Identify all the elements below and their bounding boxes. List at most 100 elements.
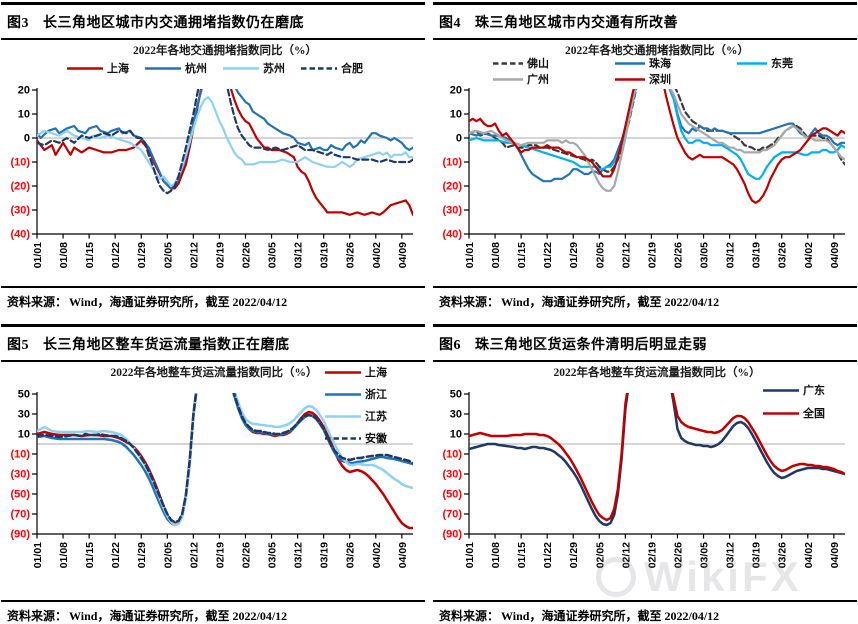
y-tick-label: 50 (450, 389, 462, 401)
x-tick-label: 02/19 (214, 242, 226, 268)
y-tick-label: (70) (10, 509, 30, 521)
series-line-suzhou (37, 96, 413, 188)
x-tick-label: 02/12 (620, 542, 632, 568)
x-tick-label: 02/05 (162, 242, 174, 268)
legend-item-shanghai: 上海 (67, 61, 129, 75)
legend-label-guangzhou: 广州 (527, 72, 549, 86)
x-tick-label: 03/05 (267, 542, 279, 568)
chart-title: 2022年各地交通拥堵指数同比（%） (133, 43, 317, 57)
figure-5-heading: 图5 长三角地区整车货运流量指数正在磨底 (1, 324, 425, 362)
legend-item-foshan: 佛山 (493, 56, 549, 70)
x-tick-label: 02/19 (214, 542, 226, 568)
x-tick-label: 01/08 (58, 542, 70, 568)
figure-5-label: 图5 (7, 338, 29, 353)
x-tick-label: 01/01 (32, 542, 44, 568)
x-tick-label: 02/26 (672, 242, 684, 268)
legend-item-jiangsu: 江苏 (325, 409, 387, 423)
x-tick-label: 02/05 (162, 542, 174, 568)
y-tick-label: 20 (18, 85, 30, 97)
y-tick-label: (10) (10, 157, 30, 169)
x-tick-label: 01/01 (464, 542, 476, 568)
legend-label-shenzhen: 深圳 (649, 72, 671, 86)
x-tick-label: 02/12 (188, 542, 200, 568)
x-tick-label: 01/22 (542, 542, 554, 568)
y-tick-label: 10 (18, 109, 30, 121)
series-line-zhejiang (37, 393, 413, 527)
legend: 上海 杭州 苏州 合肥 (67, 61, 363, 75)
figure-3-heading: 图3 长三角地区城市内交通拥堵指数仍在磨底 (1, 2, 425, 40)
legend-label-hangzhou: 杭州 (185, 61, 207, 75)
series-line-quanguo (469, 393, 845, 522)
legend-item-zhuhai: 珠海 (615, 56, 671, 70)
series-line-anhui (37, 393, 413, 524)
series-group (37, 393, 413, 530)
y-tick-label: (90) (10, 529, 30, 541)
series-line-dongguan (469, 89, 845, 180)
source-text: Wind，海通证券研究所，截至 2022/04/12 (69, 295, 288, 309)
x-tick-label: 03/19 (751, 242, 763, 268)
series-line-jiangsu (37, 393, 413, 527)
series-line-zhuhai (469, 89, 845, 183)
legend-item-hefei: 合肥 (301, 61, 363, 75)
figure-3-heading-text: 长三角地区城市内交通拥堵指数仍在磨底 (43, 16, 304, 31)
x-tick-label: 03/26 (345, 242, 357, 268)
figure-3-label: 图3 (7, 16, 29, 31)
x-tick-label: 01/15 (516, 542, 528, 568)
x-tick-label: 01/29 (136, 542, 148, 568)
figure-4-heading-text: 珠三角地区城市内交通有所改善 (475, 16, 678, 31)
line-chart-congestion-yangtze: 20 10 0 (10) (20) (30) (40)01/01 01/08 01/15 01/2… (10, 43, 413, 268)
source-text: Wind，海通证券研究所，截至 2022/04/12 (69, 609, 288, 623)
x-tick-label: 03/19 (319, 242, 331, 268)
x-tick-label: 02/19 (646, 242, 658, 268)
y-tick-label: (50) (442, 489, 462, 501)
series-line-hangzhou (37, 89, 413, 190)
source-prefix: 资料来源： (439, 609, 500, 623)
legend-item-hangzhou: 杭州 (145, 61, 207, 75)
figure-panel-4: 图4 珠三角地区城市内交通有所改善 20 10 0 (10) (20) (30) (40) 01… (433, 2, 857, 310)
figure-3-source: 资料来源： Wind，海通证券研究所，截至 2022/04/12 (1, 286, 425, 310)
y-tick-label: (70) (442, 509, 462, 521)
figure-panel-6: 图6 珠三角地区货运条件清明后明显走弱 50 30 10 (10) (30) (50) (70… (433, 324, 857, 624)
x-tick-label: 03/26 (345, 542, 357, 568)
y-tick-label: (30) (10, 205, 30, 217)
x-tick-label: 03/19 (751, 542, 763, 568)
series-group (469, 393, 845, 527)
series-line-foshan (469, 89, 845, 173)
y-tick-label: (90) (442, 529, 462, 541)
x-tick-label: 03/26 (777, 242, 789, 268)
legend-item-shenzhen: 深圳 (615, 72, 671, 86)
legend-item-suzhou: 苏州 (223, 61, 285, 75)
x-tick-label: 04/09 (397, 542, 409, 568)
x-tick-label: 03/05 (699, 542, 711, 568)
x-tick-label: 01/01 (32, 242, 44, 268)
x-tick-label: 01/08 (58, 242, 70, 268)
y-tick-label: (50) (10, 489, 30, 501)
y-tick-label: (40) (10, 229, 30, 241)
x-tick-label: 01/29 (568, 542, 580, 568)
figure-6-source: 资料来源： Wind，海通证券研究所，截至 2022/04/12 (433, 600, 857, 624)
legend-item-guangzhou: 广州 (493, 72, 549, 86)
x-tick-label: 03/12 (293, 542, 305, 568)
legend-label-suzhou: 苏州 (263, 61, 285, 75)
x-tick-label: 02/05 (594, 542, 606, 568)
source-text: Wind，海通证券研究所，截至 2022/04/12 (501, 609, 720, 623)
legend-item-shanghai: 上海 (325, 365, 387, 379)
x-tick-label: 02/26 (240, 242, 252, 268)
legend-label-jiangsu: 江苏 (365, 409, 387, 423)
x-tick-label: 01/01 (464, 242, 476, 268)
legend-label-shanghai: 上海 (365, 365, 387, 379)
y-tick-label: 0 (24, 133, 30, 145)
legend-label-quanguo: 全国 (802, 406, 825, 420)
x-tick-label: 01/29 (568, 242, 580, 268)
x-tick-label: 04/09 (829, 242, 841, 268)
x-tick-label: 04/09 (829, 542, 841, 568)
legend-item-anhui: 安徽 (325, 431, 388, 445)
legend-label-shanghai: 上海 (107, 61, 129, 75)
x-tick-label: 01/08 (490, 542, 502, 568)
x-tick-label: 04/02 (371, 242, 383, 268)
line-chart-freight-yangtze: 50 30 10 (10) (30) (50) (70) (90)01/01 01/08 01/1… (10, 365, 413, 568)
line-chart-freight-pearl: 50 30 10 (10) (30) (50) (70) (90)01/01 01/08 01/1… (442, 365, 845, 568)
y-tick-label: 50 (18, 389, 30, 401)
source-prefix: 资料来源： (7, 609, 68, 623)
